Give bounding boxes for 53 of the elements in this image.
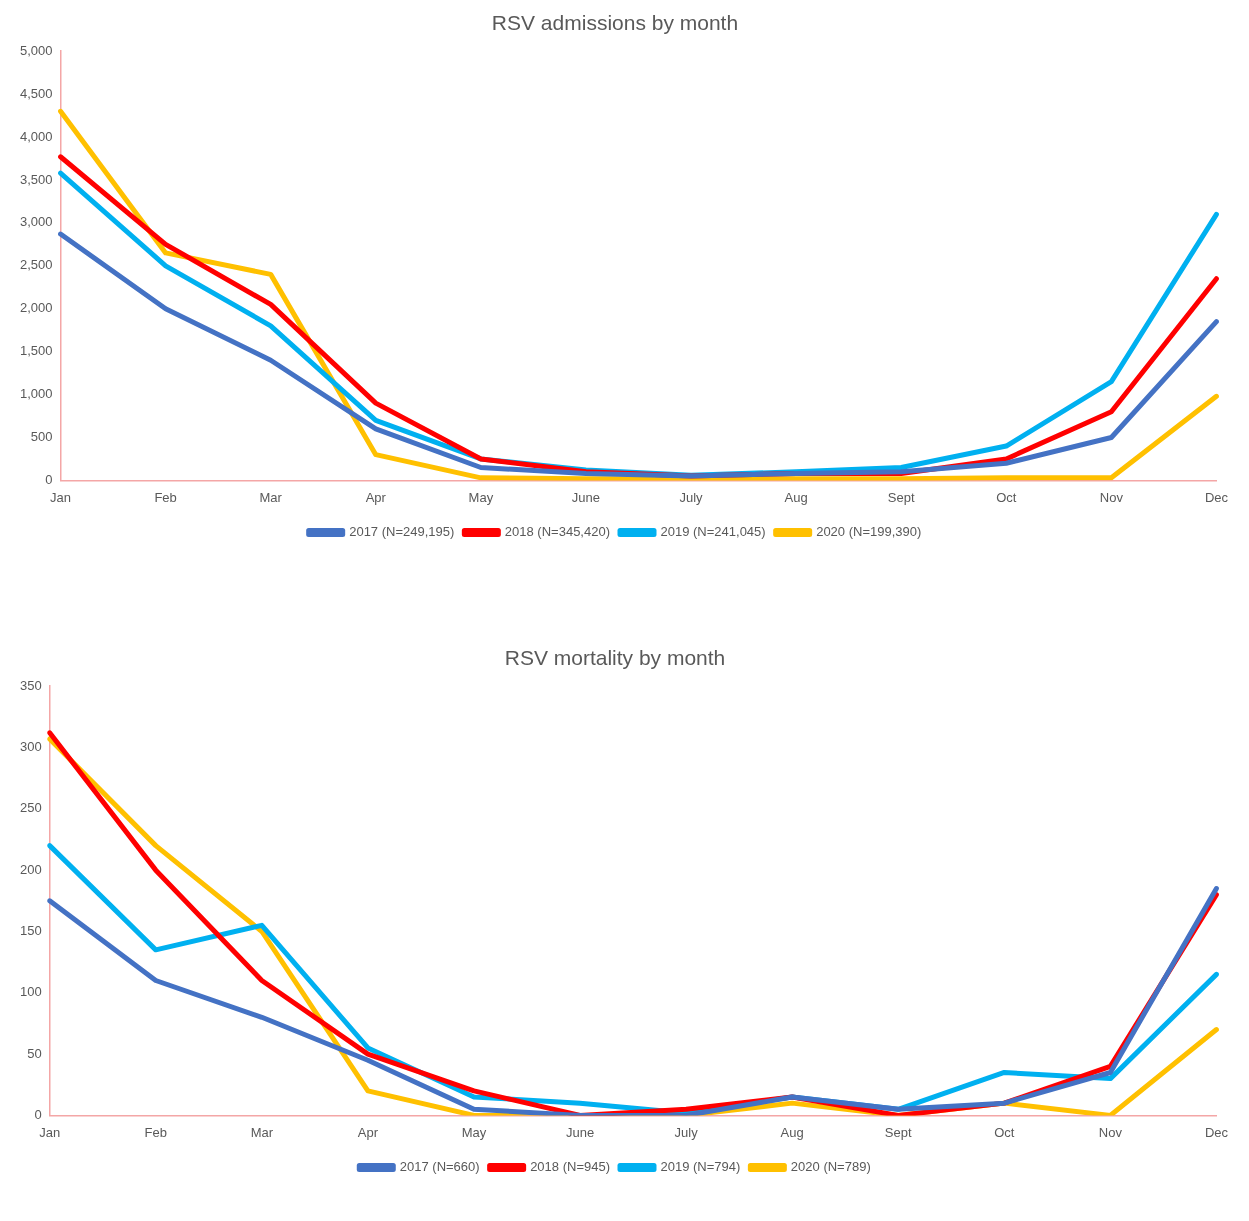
legend-label: 2018 (N=345,420) (504, 524, 611, 540)
y-tick-label: 0 (34, 1106, 42, 1122)
chart-title: RSV admissions by month (491, 11, 739, 35)
y-tick-label: 250 (19, 800, 42, 816)
y-tick-label: 0 (45, 471, 53, 487)
y-tick-label: 2,000 (19, 300, 53, 316)
x-tick-label: Aug (780, 1124, 804, 1140)
x-tick-label: Feb (154, 489, 177, 505)
x-tick-label: July (674, 1124, 699, 1140)
x-tick-label: Sept (884, 1124, 912, 1140)
y-tick-label: 3,500 (19, 171, 53, 187)
x-tick-label: June (571, 489, 601, 505)
x-tick-label: Aug (784, 489, 808, 505)
legend-label: 2020 (N=789) (790, 1159, 871, 1175)
y-tick-label: 1,000 (19, 386, 53, 402)
y-tick-label: 4,000 (19, 128, 53, 144)
y-tick-label: 150 (19, 923, 42, 939)
x-tick-label: Dec (1204, 1124, 1229, 1140)
x-tick-label: Sept (887, 489, 915, 505)
y-tick-label: 350 (19, 677, 42, 693)
y-tick-label: 3,000 (19, 214, 53, 230)
x-tick-label: Feb (144, 1124, 167, 1140)
legend-label: 2019 (N=794) (660, 1159, 741, 1175)
legend-label: 2017 (N=249,195) (349, 524, 455, 540)
x-tick-label: May (461, 1124, 487, 1140)
legend-label: 2019 (N=241,045) (660, 524, 766, 540)
y-tick-label: 4,500 (19, 85, 53, 101)
chart-title: RSV mortality by month (504, 646, 726, 670)
x-tick-label: Nov (1099, 489, 1124, 505)
x-tick-label: Nov (1098, 1124, 1123, 1140)
y-tick-label: 300 (19, 739, 42, 755)
legend-label: 2018 (N=945) (530, 1159, 611, 1175)
y-tick-label: 500 (30, 429, 53, 445)
y-tick-label: 2,500 (19, 257, 53, 273)
legend-label: 2020 (N=199,390) (816, 524, 922, 540)
x-tick-label: Mar (259, 489, 283, 505)
x-tick-label: May (468, 489, 494, 505)
y-tick-label: 200 (19, 861, 42, 877)
y-tick-label: 50 (27, 1045, 42, 1061)
x-tick-label: Oct (996, 489, 1017, 505)
x-tick-label: July (679, 489, 704, 505)
x-tick-label: June (565, 1124, 595, 1140)
y-tick-label: 1,500 (19, 343, 53, 359)
y-tick-label: 5,000 (19, 42, 53, 58)
x-tick-label: Mar (250, 1124, 274, 1140)
x-tick-label: Oct (994, 1124, 1015, 1140)
x-tick-label: Jan (50, 489, 72, 505)
x-tick-label: Jan (39, 1124, 61, 1140)
x-tick-label: Apr (357, 1124, 379, 1140)
x-tick-label: Apr (365, 489, 387, 505)
x-tick-label: Dec (1204, 489, 1229, 505)
y-tick-label: 100 (19, 984, 42, 1000)
legend-label: 2017 (N=660) (399, 1159, 480, 1175)
